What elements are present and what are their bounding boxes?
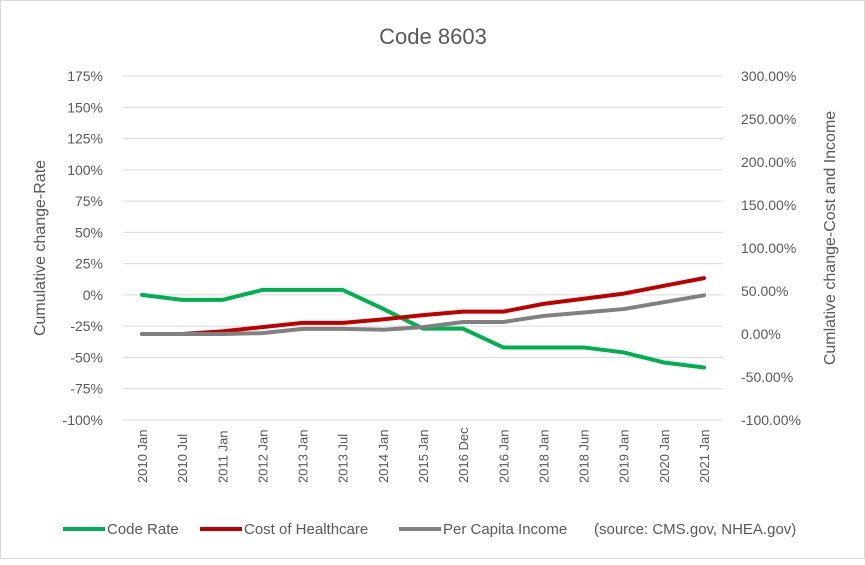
x-tick-label: 2018 Jun: [577, 430, 592, 484]
chart-title: Code 8603: [379, 24, 487, 49]
y-axis-label: Cumulative change-Rate: [32, 160, 49, 336]
y-tick-label: 150%: [67, 99, 103, 115]
x-tick-label: 2010 Jan: [135, 430, 150, 484]
x-tick-label: 2021 Jan: [697, 430, 712, 484]
legend-label: Code Rate: [107, 521, 179, 538]
y-tick-label: -75%: [70, 381, 103, 397]
x-tick-label: 2014 Jan: [376, 430, 391, 484]
x-tick-label: 2013 Jan: [296, 430, 311, 484]
y-tick-label: -100%: [63, 412, 103, 428]
y2-tick-label: 0.00%: [741, 326, 781, 342]
x-tick-label: 2011 Jan: [215, 430, 230, 483]
y2-tick-label: 200.00%: [741, 154, 796, 170]
y2-tick-label: 250.00%: [741, 111, 796, 127]
y2-tick-label: 150.00%: [741, 197, 796, 213]
y-tick-label: 175%: [67, 68, 103, 84]
x-tick-label: 2016 Dec: [456, 427, 471, 483]
y2-tick-label: 100.00%: [741, 240, 796, 256]
legend-label: Cost of Healthcare: [244, 521, 368, 538]
y2-tick-label: -50.00%: [741, 369, 793, 385]
x-tick-label: 2018 Jan: [536, 430, 551, 484]
x-tick-label: 2019 Jan: [617, 430, 632, 484]
x-tick-label: 2016 Jan: [496, 430, 511, 484]
y-tick-label: 125%: [67, 131, 103, 147]
y2-tick-label: 300.00%: [741, 68, 796, 84]
y-tick-label: 100%: [67, 162, 103, 178]
x-tick-label: 2013 Jul: [336, 434, 351, 483]
y-tick-label: 0%: [83, 287, 103, 303]
y-tick-label: 50%: [75, 224, 103, 240]
y2-axis-label: Cumlative change-Cost and Income: [822, 111, 839, 365]
series-line-per-capita-income: [140, 293, 706, 336]
x-tick-label: 2015 Jan: [416, 430, 431, 484]
series-line-cost-of-healthcare: [140, 276, 706, 336]
y2-tick-label: 50.00%: [741, 283, 788, 299]
source-annotation: (source: CMS.gov, NHEA.gov): [594, 521, 796, 538]
x-tick-label: 2010 Jul: [175, 434, 190, 483]
y-tick-label: 25%: [75, 256, 103, 272]
x-tick-label: 2020 Jan: [657, 430, 672, 484]
x-tick-label: 2012 Jan: [255, 430, 270, 484]
y2-tick-label: -100.00%: [741, 412, 801, 428]
y-tick-label: 75%: [75, 193, 103, 209]
y-tick-label: -50%: [70, 349, 103, 365]
legend-label: Per Capita Income: [443, 521, 567, 538]
y-tick-label: -25%: [70, 318, 103, 334]
